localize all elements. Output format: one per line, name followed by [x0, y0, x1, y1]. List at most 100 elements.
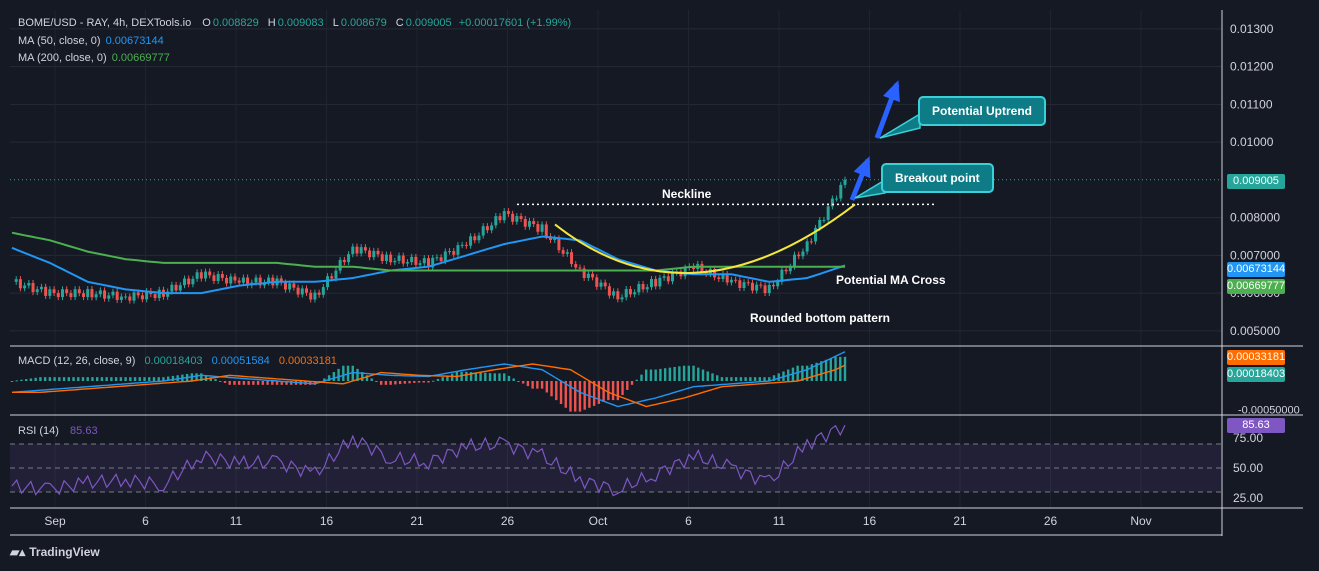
- macd-histogram-bar: [734, 377, 738, 381]
- candle-body: [56, 293, 60, 298]
- macd-v3: 0.00033181: [278, 355, 337, 367]
- candle-body: [111, 291, 115, 296]
- macd-histogram-bar: [545, 381, 549, 393]
- macd-histogram-bar: [446, 375, 449, 381]
- candle-body: [140, 295, 144, 300]
- candle-body: [216, 274, 220, 281]
- candle-body: [763, 285, 767, 294]
- ma50-legend[interactable]: MA (50, close, 0) 0.00673144: [18, 35, 166, 47]
- candle-body: [713, 268, 717, 278]
- candle-body: [82, 293, 86, 298]
- candle-body: [410, 256, 414, 263]
- candle-body: [641, 284, 645, 290]
- candle-body: [401, 255, 405, 264]
- macd-histogram-bar: [342, 365, 345, 381]
- candle-body: [645, 287, 649, 290]
- macd-histogram-bar: [53, 377, 56, 381]
- candle-body: [654, 278, 658, 287]
- macd-histogram-bar: [337, 368, 340, 381]
- macd-histogram-bar: [43, 377, 47, 381]
- macd-histogram-bar: [479, 372, 482, 381]
- candle-body: [342, 259, 346, 263]
- macd-histogram-bar: [810, 364, 814, 381]
- candle-body: [721, 273, 725, 280]
- macd-hist-tag: 0.00018403: [1227, 367, 1286, 382]
- rounded-bottom-curve: [554, 203, 856, 275]
- macd-histogram-bar: [105, 377, 108, 381]
- macd-histogram-bar: [72, 377, 75, 381]
- candle-body: [405, 262, 409, 264]
- macd-histogram-bar: [361, 372, 364, 381]
- candle-body: [511, 213, 515, 222]
- macd-histogram-bar: [484, 372, 487, 381]
- candle-body: [767, 284, 771, 294]
- breakout-callout[interactable]: Breakout point: [881, 163, 994, 193]
- macd-histogram-bar: [498, 373, 501, 381]
- ma200-legend[interactable]: MA (200, close, 0) 0.00669777: [18, 52, 172, 64]
- candle-body: [368, 250, 372, 258]
- rsi-legend[interactable]: RSI (14) 85.63: [18, 425, 100, 437]
- candle-body: [814, 227, 818, 242]
- candle-body: [793, 254, 797, 267]
- candle-body: [422, 258, 426, 264]
- candle-body: [448, 251, 452, 253]
- macd-histogram-bar: [640, 374, 643, 381]
- candle-body: [637, 284, 641, 293]
- candle-body: [246, 277, 250, 286]
- o-label: O: [202, 17, 211, 29]
- tradingview-logo[interactable]: ▰▴ TradingView: [10, 545, 100, 559]
- candle-body: [187, 278, 191, 285]
- candle-body: [27, 282, 31, 286]
- candle-body: [435, 257, 439, 259]
- uptrend-callout[interactable]: Potential Uptrend: [918, 96, 1047, 126]
- macd-histogram-bar: [687, 365, 691, 381]
- time-tick-label: 16: [320, 514, 334, 528]
- macd-histogram-bar: [152, 377, 156, 381]
- macd-histogram-bar: [370, 378, 373, 381]
- macd-histogram-bar: [758, 377, 762, 381]
- macd-histogram-bar: [323, 378, 326, 381]
- rsi-tick-label: 50.00: [1233, 461, 1263, 475]
- candle-body: [389, 254, 393, 263]
- macd-histogram-bar: [242, 381, 246, 385]
- ma50-value: 0.00673144: [105, 35, 164, 47]
- macd-histogram-bar: [214, 379, 217, 381]
- candle-body: [220, 274, 224, 278]
- candle-body: [300, 288, 304, 295]
- candle-body: [784, 269, 788, 272]
- candle-body: [553, 238, 557, 241]
- macd-histogram-bar: [200, 373, 203, 381]
- price-tick-label: 0.01200: [1230, 60, 1274, 74]
- candle-body: [788, 266, 792, 272]
- candle-body: [313, 292, 317, 300]
- candle-body: [494, 216, 498, 226]
- macd-histogram-bar: [493, 373, 496, 381]
- candle-body: [481, 226, 485, 236]
- rsi-tick-label: 75.00: [1233, 431, 1263, 445]
- candle-body: [321, 287, 325, 295]
- candle-body: [692, 266, 696, 270]
- candle-body: [330, 276, 334, 279]
- macd-histogram-bar: [138, 377, 141, 381]
- candle-body: [620, 297, 624, 300]
- candle-body: [780, 269, 784, 282]
- candle-body: [818, 219, 822, 228]
- macd-histogram-bar: [474, 372, 478, 381]
- macd-histogram-bar: [34, 377, 37, 381]
- candle-body: [225, 277, 229, 284]
- macd-histogram-bar: [143, 377, 146, 381]
- h-label: H: [267, 17, 276, 29]
- ma200-tag: 0.00669777: [1227, 279, 1286, 294]
- macd-histogram-bar: [256, 381, 260, 385]
- macd-legend[interactable]: MACD (12, 26, close, 9) 0.00018403 0.000…: [18, 355, 339, 367]
- macd-histogram-bar: [413, 381, 416, 383]
- macd-histogram-bar: [772, 375, 776, 381]
- macd-histogram-bar: [824, 359, 828, 381]
- macd-histogram-bar: [266, 381, 269, 385]
- macd-histogram-bar: [48, 377, 52, 381]
- candle-body: [557, 238, 561, 251]
- candle-body: [44, 286, 48, 296]
- symbol-label[interactable]: BOME/USD - RAY, 4h, DEXTools.io: [18, 17, 192, 29]
- macd-histogram-bar: [550, 381, 553, 397]
